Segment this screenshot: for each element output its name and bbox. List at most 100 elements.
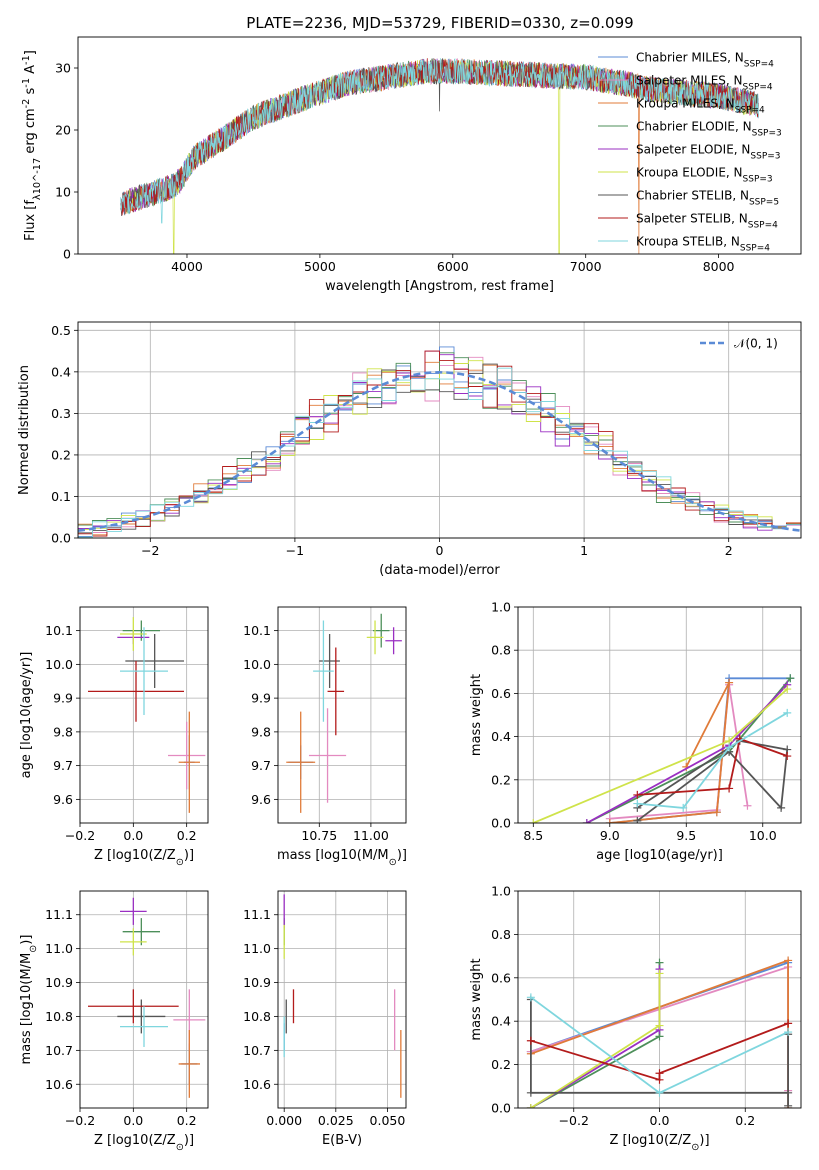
weight-marker-chabrier_stelib	[526, 1088, 535, 1097]
y-tick-label: 9.9	[251, 691, 271, 706]
y-tick-label: 11.0	[243, 941, 271, 956]
x-axis-label: Z [log10(Z/Z⊙)]	[94, 1133, 194, 1153]
weight-marker-chabrier_stelib	[784, 1088, 793, 1097]
x-tick-label: 8000	[703, 259, 735, 274]
x-tick-label: 0.0	[123, 1113, 143, 1128]
y-tick-label: 10.8	[243, 1009, 271, 1024]
y-tick-label: 0.1	[51, 489, 71, 504]
weight-marker-kroupa_miles	[784, 956, 793, 965]
x-tick-label: 0.2	[177, 1113, 197, 1128]
weight-marker-chabrier_stelib	[633, 816, 642, 823]
panel-residuals: −2 −1 0 1 2 0.0 0.1 0.2 0.3 0.4 0.5 (data-model)/er…	[17, 321, 802, 578]
x-tick-label: 6000	[437, 259, 469, 274]
x-tick-label: 10.75	[301, 828, 337, 843]
y-tick-label: 10.0	[45, 657, 73, 672]
y-tick-label: 0.5	[51, 323, 71, 338]
weight-marker-kroupa_stelib	[725, 743, 734, 752]
panel-weight_vs_Z: −0.2 0.0 0.2 0.0 0.2 0.4 0.6 0.8 1.0 Z [log10(Z/Z…	[469, 884, 802, 1153]
y-tick-label: 10.7	[45, 1043, 73, 1058]
x-axis-label: (data-model)/error	[379, 563, 500, 578]
y-tick-label: 10.9	[45, 975, 73, 990]
legend-label-salpeter_stelib: Salpeter STELIB, NSSP=4	[636, 212, 778, 231]
x-axis-label: E(B-V)	[322, 1133, 362, 1148]
x-axis-label: Z [log10(Z/Z⊙)]	[609, 1133, 709, 1153]
y-tick-label: 9.6	[53, 792, 73, 807]
x-tick-label: 0.025	[318, 1113, 354, 1128]
histogram-kroupa_stelib	[78, 367, 801, 538]
weight-marker-kroupa_stelib	[783, 708, 792, 717]
x-tick-label: 9.5	[676, 828, 696, 843]
y-tick-label: 0.4	[51, 364, 71, 379]
axes-frame	[277, 606, 407, 824]
y-tick-label: 10.0	[243, 657, 271, 672]
panel-spectrum: 4000 5000 6000 7000 8000 0 10 20 30 wavelength [A…	[21, 36, 802, 294]
x-axis-label: age [log10(age/yr)]	[596, 848, 723, 863]
weight-marker-kroupa_elodie	[655, 1021, 664, 1030]
y-tick-label: 1.0	[491, 600, 511, 615]
y-tick-label: 0.3	[51, 406, 71, 421]
y-tick-label: 11.1	[243, 907, 271, 922]
legend-label-salpeter_elodie: Salpeter ELODIE, NSSP=3	[636, 143, 781, 162]
x-tick-label: −2	[141, 543, 159, 558]
y-tick-label: 10.1	[45, 623, 73, 638]
x-tick-label: 10.0	[749, 828, 777, 843]
x-tick-label: 0.2	[177, 828, 197, 843]
spectrum-line-kroupa_stelib	[120, 58, 759, 224]
weight-marker-salpeter_stelib	[526, 1036, 535, 1045]
weight-line-kroupa_stelib	[637, 712, 788, 809]
y-tick-label: 0.4	[491, 729, 511, 744]
plot-area	[88, 617, 206, 813]
weight-line-kroupa_miles	[609, 682, 730, 823]
normal-curve	[78, 370, 801, 532]
y-tick-label: 10.1	[243, 623, 271, 638]
y-axis-label: Normed distribution	[17, 365, 32, 495]
x-axis-label: mass [log10(M/M⊙)]	[277, 848, 407, 868]
y-tick-label: 30	[55, 61, 71, 76]
y-axis-label: mass weight	[469, 674, 484, 756]
legend-label-salpeter_miles: Salpeter MILES, NSSP=4	[636, 74, 773, 93]
y-tick-label: 0.2	[51, 447, 71, 462]
weight-marker-salpeter_miles	[743, 801, 752, 810]
x-tick-label: 7000	[570, 259, 602, 274]
x-tick-label: 0.2	[735, 1113, 755, 1128]
spectrum-line-salpeter_stelib	[120, 58, 759, 216]
x-tick-label: 0.000	[266, 1113, 302, 1128]
y-tick-label: 20	[55, 123, 71, 138]
y-tick-label: 0.6	[491, 970, 511, 985]
x-tick-label: −0.2	[559, 1113, 589, 1128]
weight-marker-salpeter_stelib	[784, 1019, 793, 1028]
spectrum-line-kroupa_elodie	[126, 58, 759, 254]
x-tick-label: 0.050	[370, 1113, 406, 1128]
plot-area	[88, 897, 206, 1098]
y-tick-label: 0.6	[491, 686, 511, 701]
y-tick-label: 0.4	[491, 1014, 511, 1029]
weight-marker-chabrier_stelib	[777, 803, 786, 812]
y-tick-label: 10.8	[45, 1009, 73, 1024]
y-tick-label: 0.8	[491, 927, 511, 942]
weight-marker-salpeter_stelib	[633, 790, 642, 799]
weight-marker-kroupa_miles	[712, 808, 721, 817]
x-tick-label: 4000	[171, 259, 203, 274]
y-tick-label: 9.8	[251, 724, 271, 739]
weight-marker-chabrier_elodie	[786, 674, 795, 683]
weight-marker-chabrier_stelib	[784, 1101, 793, 1108]
panel-mass_vs_ebv: 0.000 0.025 0.050 10.6 10.7 10.8 10.9 11.0 11.1 E…	[243, 890, 407, 1148]
y-tick-label: 9.7	[251, 758, 271, 773]
axes-frame	[79, 606, 209, 824]
weight-marker-salpeter_stelib	[783, 752, 792, 761]
weight-marker-kroupa_elodie	[526, 1104, 535, 1108]
y-tick-label: 10	[55, 185, 71, 200]
plot-area	[529, 674, 795, 823]
x-tick-label: 0.0	[650, 1113, 670, 1128]
legend-label-chabrier_elodie: Chabrier ELODIE, NSSP=3	[636, 120, 782, 139]
axes-frame	[517, 606, 802, 824]
y-tick-label: 11.1	[45, 907, 73, 922]
plot-area	[283, 894, 402, 1098]
plot-area	[78, 346, 801, 538]
weight-marker-kroupa_stelib	[655, 1088, 664, 1097]
y-axis-label: mass [log10(M/M⊙)]	[19, 935, 39, 1065]
legend-label-kroupa_elodie: Kroupa ELODIE, NSSP=3	[636, 166, 773, 185]
y-tick-label: 0.2	[491, 1057, 511, 1072]
figure-title: PLATE=2236, MJD=53729, FIBERID=0330, z=0…	[246, 14, 633, 32]
